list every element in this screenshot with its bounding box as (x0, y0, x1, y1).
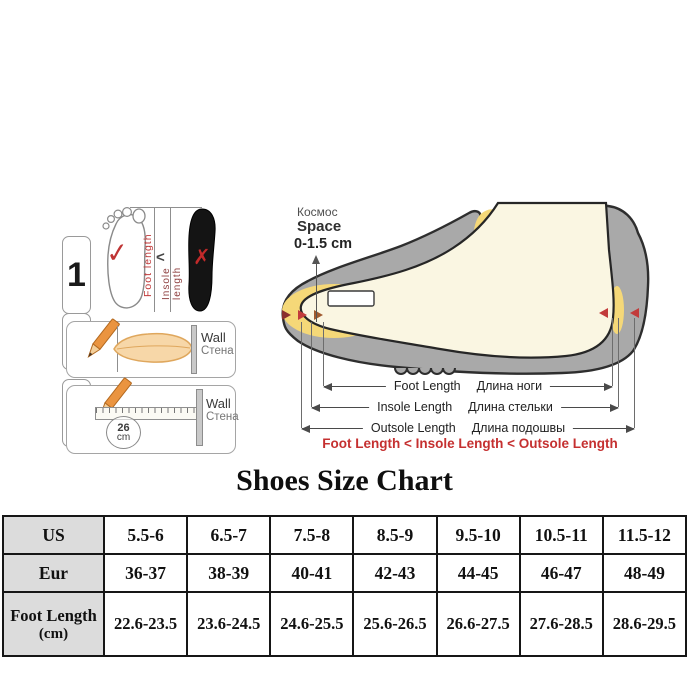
ruler-mark-value: 26 (117, 421, 130, 434)
cross-icon: ✗ (193, 245, 211, 269)
marker-icon (630, 308, 639, 318)
step-1-bracket-line (170, 207, 171, 312)
step-1-bracket-line (130, 207, 202, 208)
size-cell: 36-37 (102, 553, 189, 593)
size-cell: 46-47 (518, 553, 604, 593)
size-cell: 5.5-6 (102, 515, 189, 555)
size-cell: 9.5-10 (435, 515, 521, 555)
footprint-outline-icon (102, 206, 146, 309)
size-cell: 38-39 (186, 553, 272, 593)
size-cell: 28.6-29.5 (601, 591, 688, 657)
marker-icon (298, 310, 307, 320)
toe-space-label-ru: Космос (297, 205, 338, 219)
measure-foot-length: Foot Length Длина ноги (323, 378, 613, 395)
space-arrow-head (312, 255, 320, 264)
wall-label-en: Wall (201, 330, 226, 345)
marker-icon (282, 310, 291, 320)
toe-space-value: 0-1.5 cm (294, 236, 353, 252)
insole-connector (311, 322, 312, 407)
size-cell: 10.5-11 (518, 515, 604, 555)
size-cell: 7.5-8 (269, 515, 355, 555)
check-icon: ✓ (104, 236, 131, 271)
ruler-mark-circle: 26 cm (106, 416, 141, 449)
insole-length-label-ru: Длина стельки (468, 400, 553, 414)
measure-insole-length: Insole Length Длина стельки (311, 399, 619, 416)
wall-label: Wall Стена (206, 396, 239, 424)
insole-shape (188, 208, 216, 312)
ruler (95, 407, 197, 420)
size-cell: 44-45 (435, 553, 521, 593)
outsole-connector (301, 322, 302, 428)
size-cell: 6.5-7 (186, 515, 272, 555)
foot-length-label-ru: Длина ноги (476, 379, 543, 393)
ruler-mark-unit: cm (116, 431, 131, 443)
size-cell: 42-43 (352, 553, 438, 593)
wall-bar (196, 389, 203, 446)
step-1-bracket-line (154, 207, 155, 312)
size-cell: 24.6-25.5 (269, 591, 355, 657)
table-row-eur: Eur 36-37 38-39 40-41 42-43 44-45 46-47 … (2, 553, 688, 593)
size-cell: 40-41 (269, 553, 355, 593)
wall-label: Wall Стена (201, 330, 234, 358)
size-cell: 25.6-26.5 (352, 591, 438, 657)
wall-label-en: Wall (206, 396, 231, 411)
foot-connector (612, 318, 613, 386)
space-arrow-line (316, 262, 317, 322)
size-cell: 48-49 (601, 553, 688, 593)
toe-space-label-en: Space (297, 218, 342, 235)
table-row-us: US 5.5-6 6.5-7 7.5-8 8.5-9 9.5-10 10.5-1… (2, 515, 688, 555)
row-header-us: US (2, 515, 105, 555)
chart-title: Shoes Size Chart (236, 464, 453, 497)
insole-connector (618, 318, 619, 407)
size-cell: 22.6-23.5 (102, 591, 189, 657)
sole-tread (394, 367, 456, 375)
row-header-line2: (cm) (38, 625, 69, 642)
foot-connector (323, 322, 324, 386)
foot-profile (113, 332, 193, 363)
size-cell: 8.5-9 (352, 515, 438, 555)
row-header-foot-length: Foot Length (cm) (2, 591, 105, 657)
size-table: US 5.5-6 6.5-7 7.5-8 8.5-9 9.5-10 10.5-1… (2, 515, 688, 657)
outsole-connector (634, 318, 635, 428)
size-cell: 26.6-27.5 (435, 591, 521, 657)
insole-length-label-en: Insole Length (377, 400, 453, 414)
wall-label-ru: Стена (206, 411, 239, 424)
marker-icon (599, 308, 608, 318)
outsole-length-label-ru: Длина подошвы (471, 421, 566, 435)
measurement-rule-text: Foot Length < Insole Length < Outsole Le… (322, 436, 618, 451)
shoe-cross-section (281, 201, 650, 375)
table-row-foot-length: Foot Length (cm) 22.6-23.5 23.6-24.5 24.… (2, 591, 688, 657)
size-cell: 23.6-24.5 (186, 591, 272, 657)
row-header-eur: Eur (2, 553, 105, 593)
size-cell: 27.6-28.5 (518, 591, 604, 657)
foot-length-label-en: Foot Length (393, 379, 461, 393)
row-header-line1: Foot Length (10, 605, 97, 625)
foot-length-vertical-label: Foot length (142, 233, 154, 297)
outsole-length-label-en: Outsole Length (370, 421, 456, 435)
comparator-label: < (156, 249, 165, 266)
measure-outsole-length: Outsole Length Длина подошвы (301, 420, 635, 437)
wall-bar (191, 325, 197, 374)
step-1-number: 1 (62, 236, 91, 314)
pencil-icon (87, 318, 120, 359)
wall-label-ru: Стена (201, 345, 234, 358)
size-cell: 11.5-12 (601, 515, 688, 555)
insole-length-vertical-label: Insole length (161, 266, 183, 300)
